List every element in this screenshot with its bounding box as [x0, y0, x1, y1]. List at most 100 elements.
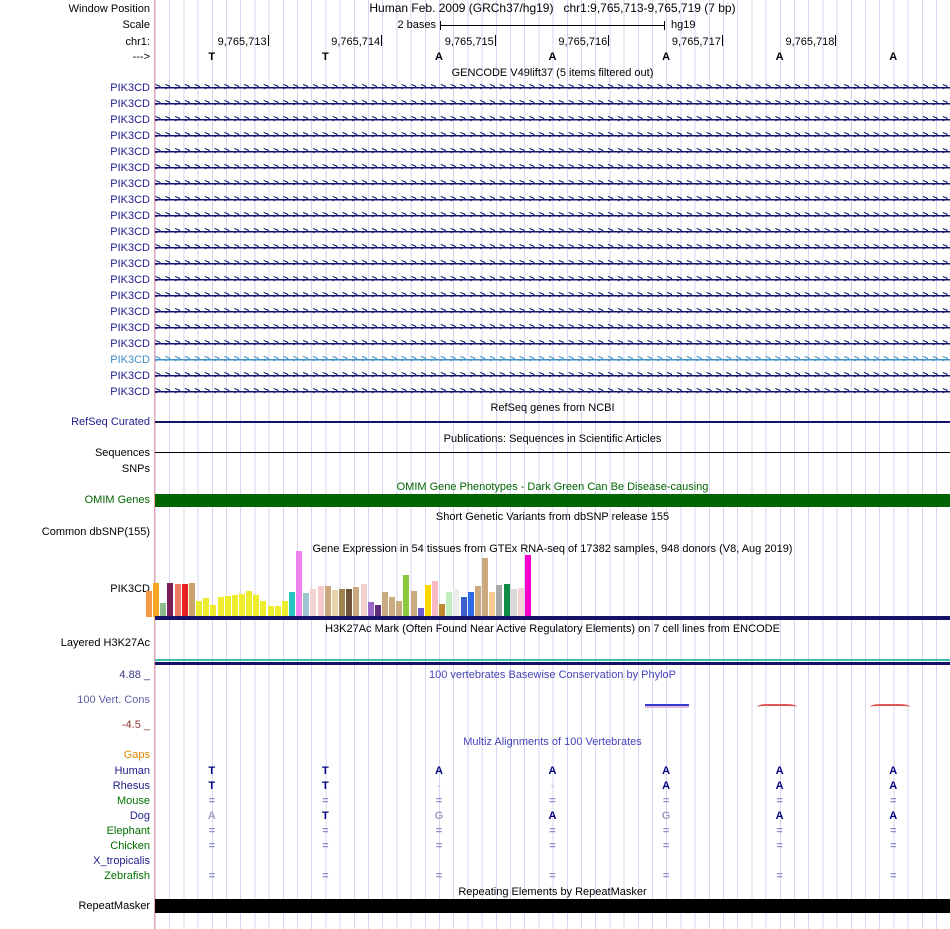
gtex-tissue-bar[interactable]	[331, 590, 338, 617]
gencode-transcript-label[interactable]: PIK3CD	[110, 338, 150, 350]
gencode-transcript-row[interactable]: >>>>>>>>>>>>>>>>>>>>>>>>>>>>>>>>>>>>>>>>…	[155, 336, 950, 352]
h3k27ac-baseline-bar[interactable]	[155, 662, 950, 665]
gtex-tissue-bar[interactable]	[224, 596, 231, 617]
gtex-tissue-bar[interactable]	[296, 551, 303, 617]
omim-genes-label[interactable]: OMIM Genes	[84, 494, 150, 506]
gencode-transcript-row[interactable]: >>>>>>>>>>>>>>>>>>>>>>>>>>>>>>>>>>>>>>>>…	[155, 96, 950, 112]
gtex-tissue-bar[interactable]	[160, 603, 167, 617]
gtex-tissue-bar[interactable]	[310, 589, 317, 617]
gtex-tissue-bar[interactable]	[410, 591, 417, 617]
gencode-transcript-label[interactable]: PIK3CD	[110, 146, 150, 158]
gtex-tissue-bar[interactable]	[389, 597, 396, 617]
gencode-transcript-row[interactable]: >>>>>>>>>>>>>>>>>>>>>>>>>>>>>>>>>>>>>>>>…	[155, 112, 950, 128]
gencode-transcript-row[interactable]: >>>>>>>>>>>>>>>>>>>>>>>>>>>>>>>>>>>>>>>>…	[155, 288, 950, 304]
gtex-tissue-bar[interactable]	[167, 583, 174, 617]
gencode-transcript-label[interactable]: PIK3CD	[110, 178, 150, 190]
gtex-tissue-bar[interactable]	[217, 597, 224, 617]
gtex-tissue-bar[interactable]	[424, 585, 431, 617]
layered-h3k27ac-label[interactable]: Layered H3K27Ac	[60, 637, 150, 649]
h3k27ac-signal-line[interactable]	[155, 659, 950, 661]
phylop-conservation-mark-red-1[interactable]	[757, 704, 797, 710]
gtex-tissue-bar[interactable]	[146, 591, 152, 617]
gencode-transcript-label[interactable]: PIK3CD	[110, 290, 150, 302]
gencode-transcript-label[interactable]: PIK3CD	[110, 242, 150, 254]
gencode-transcript-label[interactable]: PIK3CD	[110, 194, 150, 206]
gencode-transcript-row[interactable]: >>>>>>>>>>>>>>>>>>>>>>>>>>>>>>>>>>>>>>>>…	[155, 272, 950, 288]
gtex-tissue-bar[interactable]	[467, 592, 474, 617]
gtex-tissue-bar[interactable]	[289, 592, 295, 617]
gencode-transcript-row[interactable]: >>>>>>>>>>>>>>>>>>>>>>>>>>>>>>>>>>>>>>>>…	[155, 80, 950, 96]
gtex-tissue-bar[interactable]	[417, 608, 424, 617]
gtex-tissue-bar[interactable]	[489, 592, 496, 617]
gtex-tissue-bar[interactable]	[174, 584, 181, 617]
gencode-transcript-row[interactable]: >>>>>>>>>>>>>>>>>>>>>>>>>>>>>>>>>>>>>>>>…	[155, 240, 950, 256]
gtex-tissue-bar[interactable]	[524, 555, 531, 617]
repeatmasker-label[interactable]: RepeatMasker	[78, 900, 150, 912]
phylop-conservation-mark-red-2[interactable]	[870, 704, 910, 710]
omim-gene-bar[interactable]	[155, 494, 950, 507]
gencode-transcript-label[interactable]: PIK3CD	[110, 258, 150, 270]
gencode-transcript-label[interactable]: PIK3CD	[110, 274, 150, 286]
multiz-species-label[interactable]: Human	[114, 765, 150, 777]
gtex-tissue-bar[interactable]	[446, 592, 453, 617]
refseq-curated-gene-line[interactable]	[155, 421, 950, 423]
gencode-transcript-label[interactable]: PIK3CD	[110, 162, 150, 174]
gtex-tissue-bar[interactable]	[439, 604, 446, 617]
gtex-tissue-bar[interactable]	[403, 575, 410, 617]
gencode-transcript-row[interactable]: >>>>>>>>>>>>>>>>>>>>>>>>>>>>>>>>>>>>>>>>…	[155, 368, 950, 384]
refseq-curated-label[interactable]: RefSeq Curated	[71, 416, 150, 428]
gencode-transcript-row[interactable]: >>>>>>>>>>>>>>>>>>>>>>>>>>>>>>>>>>>>>>>>…	[155, 352, 950, 368]
gencode-transcript-label[interactable]: PIK3CD	[110, 370, 150, 382]
gtex-tissue-bar[interactable]	[317, 586, 324, 617]
gencode-transcript-label[interactable]: PIK3CD	[110, 82, 150, 94]
gtex-gene-label[interactable]: PIK3CD	[110, 583, 150, 595]
gencode-transcript-label[interactable]: PIK3CD	[110, 226, 150, 238]
multiz-species-label[interactable]: Gaps	[123, 749, 150, 761]
gtex-baseline-bar[interactable]	[155, 616, 950, 620]
gtex-tissue-bar[interactable]	[267, 606, 274, 617]
gtex-tissue-bar[interactable]	[496, 585, 503, 617]
multiz-species-label[interactable]: Zebrafish	[104, 870, 150, 882]
gencode-transcript-row[interactable]: >>>>>>>>>>>>>>>>>>>>>>>>>>>>>>>>>>>>>>>>…	[155, 208, 950, 224]
gtex-tissue-bar[interactable]	[517, 588, 524, 617]
gtex-tissue-bar[interactable]	[274, 606, 281, 617]
gtex-tissue-bar[interactable]	[503, 584, 510, 617]
gencode-transcript-row[interactable]: >>>>>>>>>>>>>>>>>>>>>>>>>>>>>>>>>>>>>>>>…	[155, 384, 950, 400]
gencode-transcript-label[interactable]: PIK3CD	[110, 354, 150, 366]
gtex-tissue-bar[interactable]	[260, 601, 267, 617]
gencode-transcript-label[interactable]: PIK3CD	[110, 98, 150, 110]
common-dbsnp-label[interactable]: Common dbSNP(155)	[41, 526, 150, 538]
gencode-transcript-row[interactable]: >>>>>>>>>>>>>>>>>>>>>>>>>>>>>>>>>>>>>>>>…	[155, 192, 950, 208]
gtex-tissue-bar[interactable]	[238, 594, 245, 617]
gtex-tissue-bar[interactable]	[253, 595, 260, 617]
gtex-tissue-bar[interactable]	[346, 589, 353, 617]
sequences-label[interactable]: Sequences	[94, 447, 150, 459]
gtex-tissue-bar[interactable]	[246, 591, 253, 617]
gtex-tissue-bar[interactable]	[188, 583, 195, 617]
gtex-tissue-bar[interactable]	[367, 602, 374, 617]
gtex-tissue-bar[interactable]	[281, 601, 288, 617]
gencode-transcript-row[interactable]: >>>>>>>>>>>>>>>>>>>>>>>>>>>>>>>>>>>>>>>>…	[155, 224, 950, 240]
gencode-transcript-label[interactable]: PIK3CD	[110, 210, 150, 222]
gencode-transcript-row[interactable]: >>>>>>>>>>>>>>>>>>>>>>>>>>>>>>>>>>>>>>>>…	[155, 304, 950, 320]
vert-cons-label[interactable]: 100 Vert. Cons	[77, 694, 150, 706]
multiz-species-label[interactable]: Dog	[129, 810, 150, 822]
gtex-tissue-bar[interactable]	[460, 597, 467, 617]
gencode-transcript-row[interactable]: >>>>>>>>>>>>>>>>>>>>>>>>>>>>>>>>>>>>>>>>…	[155, 256, 950, 272]
multiz-species-label[interactable]: Rhesus	[112, 780, 150, 792]
gtex-tissue-bar[interactable]	[181, 584, 188, 617]
phylop-conservation-mark-blue[interactable]	[645, 704, 689, 708]
gtex-tissue-bar[interactable]	[210, 605, 217, 617]
gencode-transcript-row[interactable]: >>>>>>>>>>>>>>>>>>>>>>>>>>>>>>>>>>>>>>>>…	[155, 320, 950, 336]
gtex-tissue-bar[interactable]	[381, 592, 388, 617]
gtex-tissue-bar[interactable]	[203, 598, 210, 617]
multiz-species-label[interactable]: Elephant	[106, 825, 150, 837]
multiz-species-label[interactable]: Chicken	[110, 840, 150, 852]
gtex-tissue-bar[interactable]	[396, 601, 403, 617]
multiz-species-label[interactable]: Mouse	[116, 795, 150, 807]
gencode-transcript-row[interactable]: >>>>>>>>>>>>>>>>>>>>>>>>>>>>>>>>>>>>>>>>…	[155, 128, 950, 144]
multiz-species-label[interactable]: X_tropicalis	[93, 855, 150, 867]
gtex-tissue-bar[interactable]	[324, 586, 331, 617]
gtex-tissue-bar[interactable]	[196, 601, 203, 617]
gtex-tissue-bar[interactable]	[453, 589, 460, 617]
